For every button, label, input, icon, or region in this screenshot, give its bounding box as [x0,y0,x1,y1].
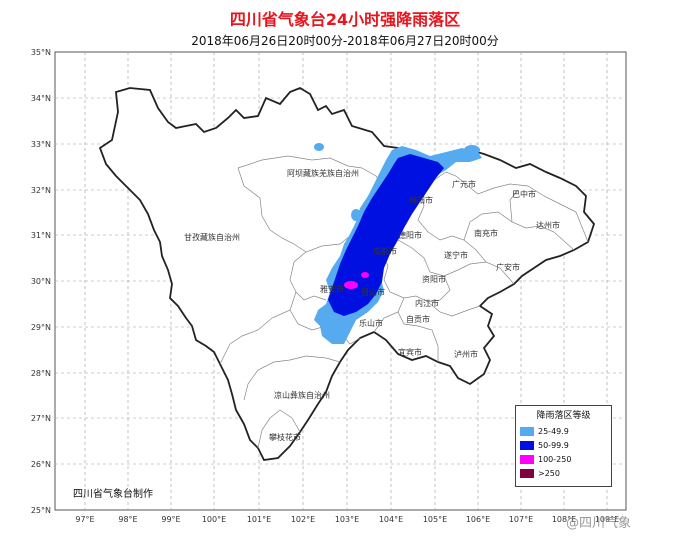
lat-label: 29°N [31,323,51,332]
city-label-luzhou: 泸州市 [454,349,478,359]
longitude-labels: 97°E 98°E 99°E 100°E 101°E 102°E 103°E 1… [75,515,619,524]
legend-swatch [520,440,534,450]
city-label-guangan: 广安市 [496,262,520,272]
lon-label: 99°E [161,515,180,524]
latitude-labels: 35°N 34°N 33°N 32°N 31°N 30°N 29°N 28°N … [31,48,51,515]
lon-label: 106°E [466,515,490,524]
city-label-zigong: 自贡市 [406,314,430,324]
lon-label: 102°E [291,515,315,524]
rain-area-small [351,209,361,221]
lon-label: 103°E [335,515,359,524]
lat-label: 27°N [31,414,51,423]
lon-label: 105°E [423,515,447,524]
lat-label: 32°N [31,186,51,195]
city-label-yibin: 宜宾市 [398,347,422,357]
prefecture-label-aba: 阿坝藏族羌族自治州 [287,168,359,178]
lat-label: 28°N [31,369,51,378]
city-label-panzhihua: 攀枝花市 [269,432,301,442]
legend-swatch [520,468,534,478]
city-labels: 广元市 巴中市 绵阳市 南充市 达州市 德阳市 成都市 遂宁市 广安市 资阳市 … [269,179,560,442]
map-title: 四川省气象台24小时强降雨落区 [229,10,461,29]
city-label-nanchong: 南充市 [474,228,498,238]
city-label-mianyang: 绵阳市 [409,195,433,205]
rain-area-100-250 [361,272,369,278]
lon-label: 108°E [552,515,576,524]
city-label-ziyang: 资阳市 [422,274,446,284]
legend-label: 25-49.9 [538,426,569,436]
lon-label: 109°E [595,515,619,524]
maker-credit: 四川省气象台制作 [73,489,153,500]
city-label-yaan: 雅安市 [320,284,344,294]
legend-item: 100-250 [520,452,611,466]
city-label-meishan: 眉山市 [361,287,385,297]
prefecture-labels: 阿坝藏族羌族自治州 甘孜藏族自治州 凉山彝族自治州 [184,168,359,400]
prefecture-label-ganzi: 甘孜藏族自治州 [184,232,240,242]
legend-label: 100-250 [538,454,572,464]
map-subtitle: 2018年06月26日20时00分-2018年06月27日20时00分 [191,34,499,48]
lon-label: 104°E [379,515,403,524]
city-label-leshan: 乐山市 [359,318,383,328]
lat-label: 33°N [31,140,51,149]
lat-label: 31°N [31,231,51,240]
legend-label: >250 [538,468,560,478]
city-label-neijiang: 内江市 [415,298,439,308]
city-label-bazhong: 巴中市 [512,189,536,199]
prefecture-label-liangshan: 凉山彝族自治州 [274,390,330,400]
city-label-chengdu: 成都市 [373,246,397,256]
lat-label: 25°N [31,506,51,515]
legend-item: >250 [520,466,611,480]
legend: 降雨落区等级 25-49.9 50-99.9 100-250 >250 [515,405,612,487]
lat-label: 34°N [31,94,51,103]
rain-area-50-99 [328,154,444,316]
rain-area-small [314,143,324,151]
watermark: @四川气象 [566,516,632,531]
lat-label: 30°N [31,277,51,286]
lon-label: 107°E [509,515,533,524]
legend-swatch [520,454,534,464]
lon-label: 100°E [202,515,226,524]
rain-area-100-250 [344,281,358,289]
lat-label: 26°N [31,460,51,469]
legend-swatch [520,426,534,436]
city-label-deyang: 德阳市 [398,230,422,240]
city-label-guangyuan: 广元市 [452,179,476,189]
legend-title: 降雨落区等级 [536,411,591,421]
lon-label: 98°E [118,515,137,524]
lat-label: 35°N [31,48,51,57]
lon-label: 101°E [247,515,271,524]
lon-label: 97°E [75,515,94,524]
legend-item: 50-99.9 [520,438,611,452]
city-label-dazhou: 达州市 [536,220,560,230]
rainfall-areas [314,143,482,344]
rain-area-small [464,145,480,155]
legend-item: 25-49.9 [520,424,611,438]
legend-label: 50-99.9 [538,440,569,450]
city-label-suining: 遂宁市 [444,250,468,260]
